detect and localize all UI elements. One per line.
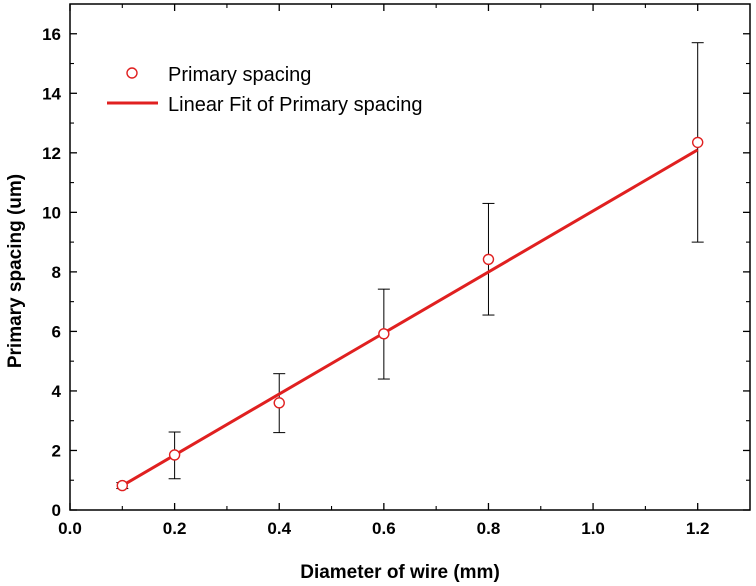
y-tick-label: 10 — [42, 203, 61, 222]
y-tick-label: 8 — [52, 263, 61, 282]
x-tick-label: 0.2 — [163, 519, 187, 538]
plot-frame — [69, 3, 751, 511]
data-point — [116, 479, 129, 492]
data-point — [482, 253, 495, 266]
y-tick-label: 2 — [52, 441, 61, 460]
legend-label-linear-fit: Linear Fit of Primary spacing — [168, 94, 423, 116]
linear-fit-line — [121, 148, 699, 487]
data-point — [168, 449, 181, 461]
x-tick-label: 0.0 — [58, 519, 82, 538]
y-tick-label: 6 — [52, 322, 61, 341]
legend-label-primary-spacing: Primary spacing — [168, 64, 311, 86]
data-points — [116, 136, 704, 492]
x-axis-title: Diameter of wire (mm) — [300, 562, 500, 583]
y-axis-title: Primary spacing (um) — [5, 174, 26, 368]
y-tick-label: 4 — [52, 382, 62, 401]
y-tick-label: 16 — [42, 25, 61, 44]
y-tick-label: 0 — [52, 501, 61, 520]
data-point — [378, 328, 390, 340]
legend-marker-primary-spacing — [126, 67, 138, 79]
x-tick-label: 0.6 — [372, 519, 396, 538]
x-tick-label: 0.4 — [267, 519, 291, 538]
data-point — [273, 397, 285, 409]
x-tick-label: 1.2 — [686, 519, 710, 538]
legend: Primary spacing Linear Fit of Primary sp… — [107, 64, 423, 116]
y-tick-label: 14 — [42, 84, 61, 103]
y-tick-label: 12 — [42, 144, 61, 163]
fit-line-layer — [121, 148, 699, 487]
x-tick-label: 1.0 — [581, 519, 605, 538]
data-point — [691, 136, 704, 149]
axes: 0.0 0.2 0.4 0.6 0.8 1.0 1.2 0 2 4 6 8 10 12 14 16 — [42, 3, 751, 538]
x-tick-label: 0.8 — [477, 519, 501, 538]
